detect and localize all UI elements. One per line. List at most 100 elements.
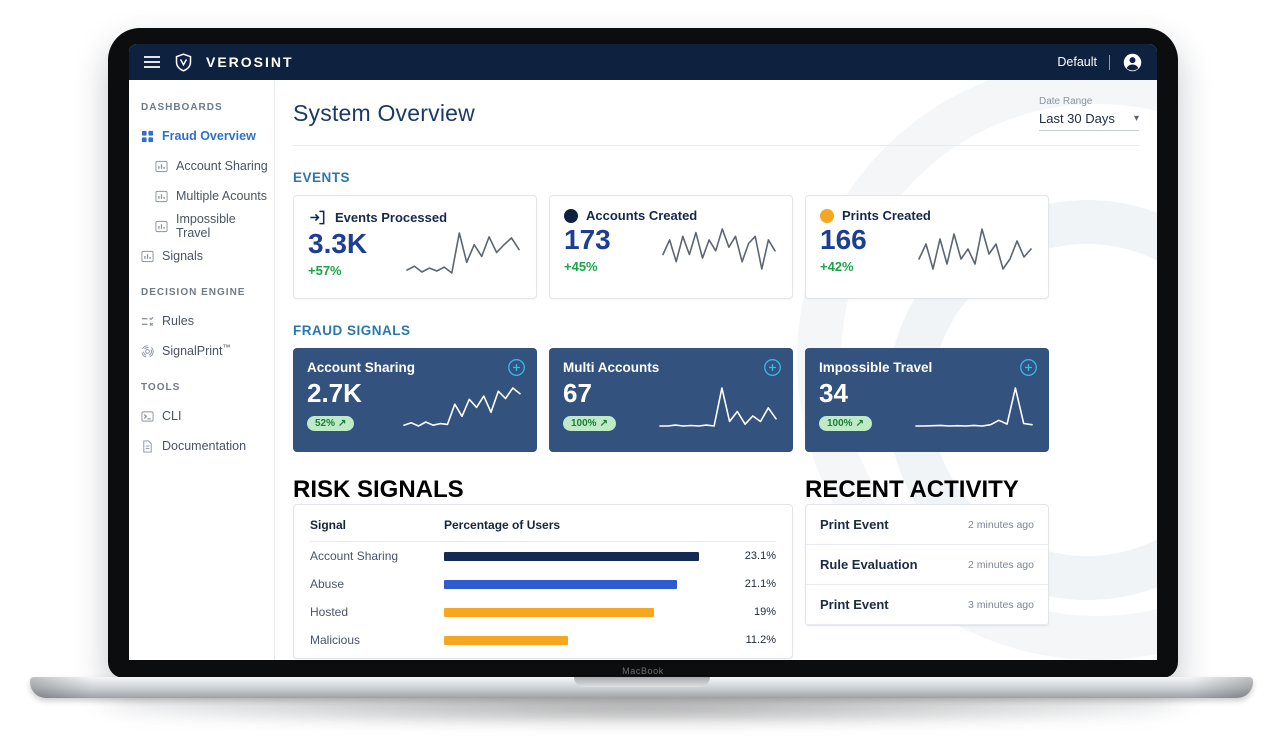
brand-name: VEROSINT <box>206 54 294 70</box>
table-row: Malicious 11.2% <box>310 626 776 654</box>
sidebar-item-fraud-overview[interactable]: Fraud Overview <box>141 121 268 151</box>
card-title: Account Sharing <box>307 360 416 375</box>
card-value: 173 <box>564 224 611 255</box>
table-header: Signal Percentage of Users <box>310 507 776 542</box>
fraud-signals-section-title: FRAUD SIGNALS <box>293 323 411 338</box>
sidebar-item-label: CLI <box>162 409 182 423</box>
caret-down-icon: ▾ <box>1133 113 1139 124</box>
trend-up-icon: ↗ <box>599 417 608 429</box>
bar-track <box>444 635 720 645</box>
terminal-icon <box>141 410 154 423</box>
trademark-symbol: ™ <box>222 343 231 353</box>
orange-dot-icon <box>820 208 834 223</box>
card-title: Impossible Travel <box>819 360 933 375</box>
sidebar-section-decision-engine: DECISION ENGINE <box>141 287 246 298</box>
percentage-value: 11.2% <box>745 634 776 646</box>
card-delta: +45% <box>564 258 598 274</box>
card-title: Prints Created <box>842 208 931 223</box>
table-row: Hosted 19% <box>310 598 776 626</box>
date-range-select[interactable]: Date Range Last 30 Days ▾ <box>1039 96 1139 131</box>
card-value: 166 <box>820 224 867 255</box>
sidebar: DASHBOARDS Fraud Overview Account Sharin… <box>129 80 275 660</box>
signal-name: Hosted <box>310 605 349 619</box>
sidebar-item-signalprint[interactable]: SignalPrint™ <box>141 336 268 366</box>
card-value: 2.7K <box>307 378 362 408</box>
card-title: Multi Accounts <box>563 360 660 375</box>
percentage-value: 19% <box>753 606 776 618</box>
plus-circle-icon[interactable] <box>1019 358 1038 377</box>
sparkline-chart <box>401 385 523 429</box>
plus-circle-icon[interactable] <box>763 358 782 377</box>
date-range-value: Last 30 Days <box>1039 111 1115 126</box>
grid-icon <box>141 130 154 143</box>
card-value: 67 <box>563 378 592 408</box>
menu-icon[interactable] <box>143 55 161 69</box>
signal-name: Abuse <box>310 577 345 591</box>
column-header-percentage: Percentage of Users <box>444 518 561 532</box>
verosint-shield-icon <box>173 52 194 73</box>
activity-time: 2 minutes ago <box>968 518 1034 531</box>
activity-label: Print Event <box>820 517 889 532</box>
trend-badge: 100% ↗ <box>563 415 616 431</box>
column-header-signal: Signal <box>310 518 347 532</box>
trend-up-icon: ↗ <box>855 417 864 429</box>
sidebar-item-label: Rules <box>162 314 194 328</box>
table-row: Abuse 21.1% <box>310 570 776 598</box>
percentage-value: 21.1% <box>744 578 776 590</box>
signal-name: Account Sharing <box>310 549 399 563</box>
activity-time: 2 minutes ago <box>968 558 1034 571</box>
card-value: 3.3K <box>308 228 368 259</box>
accounts-created-card: Accounts Created 173 +45% <box>549 195 793 299</box>
card-title: Accounts Created <box>586 208 698 223</box>
sidebar-item-cli[interactable]: CLI <box>141 401 268 431</box>
multi-accounts-card: Multi Accounts 67 100% ↗ <box>549 348 793 452</box>
card-title: Events Processed <box>335 210 448 225</box>
sparkline-chart <box>657 385 779 429</box>
sidebar-item-rules[interactable]: Rules <box>141 306 268 336</box>
signal-name: Malicious <box>310 633 361 647</box>
sidebar-item-documentation[interactable]: Documentation <box>141 431 268 461</box>
sidebar-item-label: Signals <box>162 249 203 263</box>
activity-time: 3 minutes ago <box>968 598 1034 611</box>
activity-label: Rule Evaluation <box>820 557 918 572</box>
percentage-value: 23.1% <box>744 550 776 562</box>
page-title: System Overview <box>293 100 475 126</box>
recent-activity-section: RECENT ACTIVITY Print Event 2 minutes ag… <box>805 476 1049 659</box>
date-range-label: Date Range <box>1039 96 1093 107</box>
risk-signals-table: Signal Percentage of Users Account Shari… <box>293 504 793 659</box>
divider <box>1109 54 1110 70</box>
plus-circle-icon[interactable] <box>507 358 526 377</box>
activity-row[interactable]: Print Event 2 minutes ago <box>806 505 1048 545</box>
sidebar-item-signals[interactable]: Signals <box>141 241 268 271</box>
user-avatar-icon[interactable] <box>1122 52 1143 73</box>
sidebar-item-account-sharing[interactable]: Account Sharing <box>141 151 268 181</box>
workspace-selector[interactable]: Default <box>1057 55 1097 69</box>
events-section: EVENTS Events Processed <box>293 170 1049 299</box>
sparkline-chart <box>404 230 522 276</box>
sidebar-section-tools: TOOLS <box>141 382 181 393</box>
trend-up-icon: ↗ <box>338 417 347 429</box>
sparkline-chart <box>913 385 1035 429</box>
recent-activity-section-title: RECENT ACTIVITY <box>805 476 1019 503</box>
trend-badge: 100% ↗ <box>819 415 872 431</box>
app-window: VEROSINT Default DASHBOARDS <box>129 44 1157 660</box>
sidebar-item-impossible-travel[interactable]: Impossible Travel <box>141 211 268 241</box>
events-section-title: EVENTS <box>293 170 351 185</box>
sidebar-item-label: Impossible Travel <box>176 212 236 240</box>
card-value: 34 <box>819 378 848 408</box>
fingerprint-icon <box>141 344 154 358</box>
activity-row[interactable]: Rule Evaluation 2 minutes ago <box>806 545 1048 585</box>
events-processed-card: Events Processed 3.3K +57% <box>293 195 537 299</box>
bar-track <box>444 579 720 589</box>
laptop-brand-label: MacBook <box>622 666 664 676</box>
recent-activity-list: Print Event 2 minutes ago Rule Evaluatio… <box>805 504 1049 626</box>
navy-dot-icon <box>564 208 578 223</box>
laptop-base <box>30 677 1253 698</box>
activity-row[interactable]: Print Event 3 minutes ago <box>806 585 1048 625</box>
sidebar-item-label: Fraud Overview <box>162 129 256 143</box>
document-icon <box>141 439 154 453</box>
sidebar-item-label: SignalPrint™ <box>162 343 231 359</box>
sidebar-item-multiple-accounts[interactable]: Multiple Acounts <box>141 181 268 211</box>
main-content: System Overview Date Range Last 30 Days … <box>275 80 1157 660</box>
